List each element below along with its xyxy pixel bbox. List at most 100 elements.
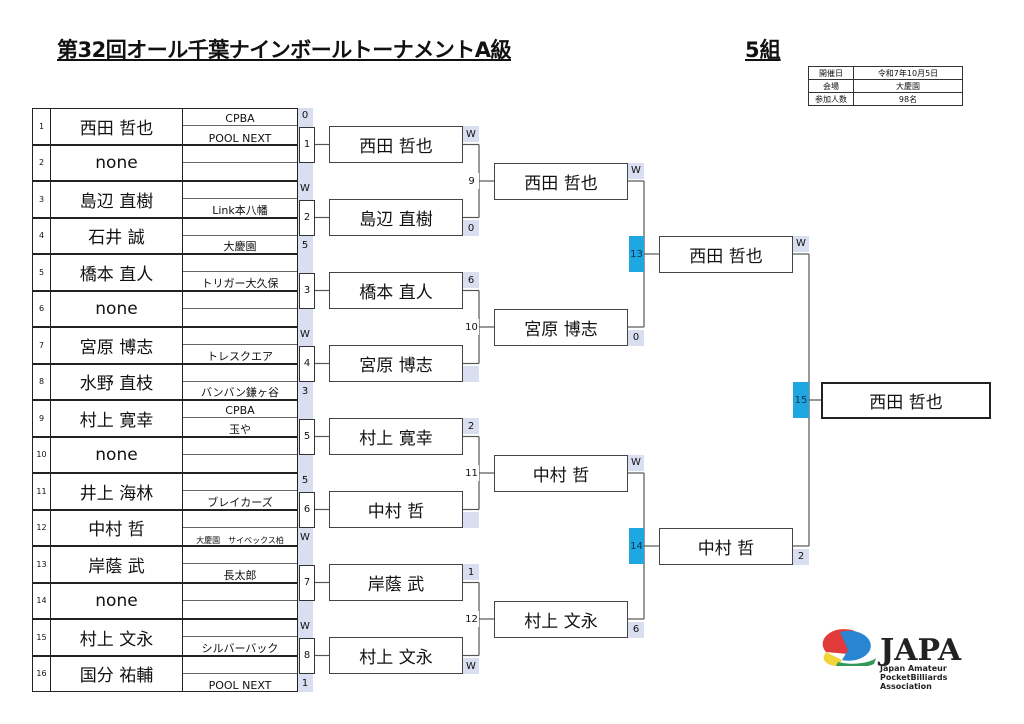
team-name: POOL NEXT [208, 679, 272, 692]
team-name: CPBA [183, 400, 297, 419]
team-name [183, 163, 297, 181]
player-name: none [50, 290, 183, 327]
player-number: 8 [32, 363, 51, 400]
score-label: 3 [301, 386, 309, 397]
score-label: W [300, 329, 310, 340]
team-name [183, 327, 297, 346]
player-name: 橋本 直人 [50, 254, 183, 291]
score-label [297, 547, 313, 561]
team-cell [182, 144, 298, 181]
player-box: 中村 哲 [494, 454, 628, 492]
player-box: 橋本 直人 [329, 272, 463, 309]
score-label [297, 401, 313, 415]
match-number-box: 2 [299, 199, 315, 236]
player-number: 16 [32, 655, 51, 692]
player-number: 9 [32, 400, 51, 437]
match-number-box: 6 [299, 491, 315, 528]
player-name: 井上 海林 [50, 473, 183, 510]
team-cell [182, 290, 298, 327]
team-cell [182, 473, 298, 510]
player-box: 西田 哲也 [329, 126, 463, 163]
team-cell [182, 327, 298, 364]
player-name: 国分 祐輔 [50, 655, 183, 692]
match-number-label: 11 [464, 465, 479, 481]
team-name [183, 510, 297, 528]
team-name [183, 455, 297, 473]
player-box: 西田 哲也 [659, 235, 793, 273]
score-label: 6 [463, 272, 479, 288]
event-info-table: 開催日 令和7年10月5日 会場 大慶園 参加人数 98名 [808, 66, 963, 106]
team-name [183, 437, 297, 455]
japa-logo: JAPA [818, 622, 978, 666]
team-cell [182, 436, 298, 473]
player-number: 11 [32, 473, 51, 510]
score-label: W [300, 183, 310, 194]
score-label: W [463, 126, 479, 142]
team-name [183, 145, 297, 163]
player-number: 4 [32, 217, 51, 254]
logo-text: JAPA [877, 633, 962, 666]
score-label: 6 [628, 621, 644, 638]
score-label: 5 [301, 475, 309, 486]
score-label: 1 [301, 678, 309, 689]
match-number-box: 8 [299, 637, 315, 674]
score-label: 5 [301, 240, 309, 251]
score-strip [297, 108, 313, 692]
player-name: 島辺 直樹 [50, 181, 183, 218]
team-name [183, 218, 297, 236]
match-number-label: 9 [464, 173, 479, 189]
score-label: 0 [463, 220, 479, 236]
team-cell [182, 254, 298, 291]
score-label: W [463, 658, 479, 674]
team-name [183, 473, 297, 492]
player-name: none [50, 144, 183, 181]
player-number: 5 [32, 254, 51, 291]
player-name: 石井 誠 [50, 217, 183, 254]
team-name: シルバーバック [201, 641, 279, 655]
match-number-label: 14 [629, 528, 644, 564]
info-key: 参加人数 [808, 92, 854, 106]
team-name [183, 601, 297, 619]
team-cell [182, 546, 298, 583]
match-number-box: 7 [299, 564, 315, 601]
player-number: 13 [32, 546, 51, 583]
team-name: ブレイカーズ [207, 495, 273, 509]
team-name [183, 656, 297, 674]
player-name: 水野 直枝 [50, 363, 183, 400]
team-name [183, 546, 297, 565]
team-name: 大慶園 サイベックス柏 [196, 536, 284, 545]
team-name: Link本八幡 [212, 203, 268, 217]
score-label [297, 312, 313, 326]
team-name: 長太郎 [223, 568, 257, 582]
score-label: 2 [463, 418, 479, 434]
team-name [183, 619, 297, 638]
player-name: 宮原 博志 [50, 327, 183, 364]
score-label: W [300, 532, 310, 543]
japa-logo-mark: JAPA [822, 629, 962, 666]
champion-box: 西田 哲也 [821, 382, 991, 419]
score-label: W [300, 621, 310, 632]
team-name: 大慶園 [223, 240, 257, 253]
team-cell [182, 400, 298, 437]
player-box: 宮原 博志 [329, 345, 463, 382]
player-name: 中村 哲 [50, 509, 183, 546]
player-box: 中村 哲 [329, 491, 463, 528]
match-number-label: 15 [793, 382, 809, 418]
team-name [183, 364, 297, 382]
player-number: 6 [32, 290, 51, 327]
player-name: 村上 文永 [50, 619, 183, 656]
player-number: 1 [32, 108, 51, 145]
match-number-label: 10 [464, 319, 479, 335]
score-label: W [628, 454, 644, 471]
player-number: 14 [32, 582, 51, 619]
team-cell [182, 582, 298, 619]
player-name: none [50, 582, 183, 619]
player-box: 宮原 博志 [494, 308, 628, 346]
team-cell [182, 108, 298, 145]
score-label [297, 604, 313, 618]
match-number-label: 12 [464, 611, 479, 627]
player-number: 10 [32, 436, 51, 473]
score-label [297, 255, 313, 269]
player-number: 15 [32, 619, 51, 656]
logo-subtitle: Japan Amateur PocketBilliards Associatio… [880, 664, 948, 691]
